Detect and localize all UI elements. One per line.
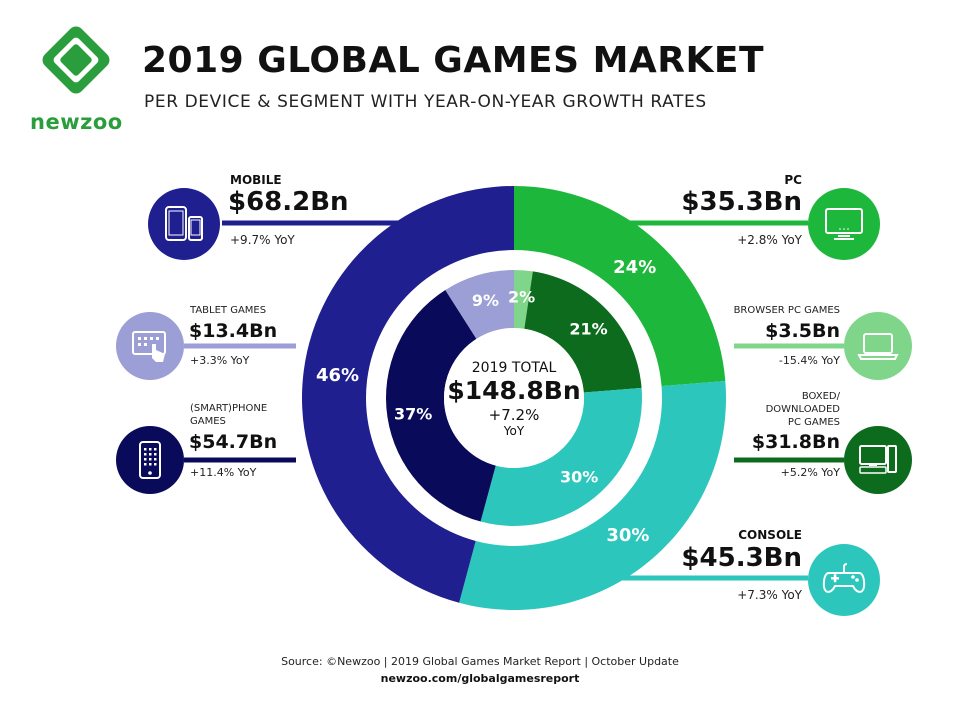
source-note: Source: ©Newzoo | 2019 Global Games Mark… (281, 655, 679, 668)
desktop-pc-icon (844, 426, 912, 494)
inner-slice-boxed-downloaded-pc-games (524, 271, 642, 393)
smartphone-growth: +11.4% YoY (190, 466, 257, 479)
outer-slice-mobile (302, 186, 514, 603)
brand-name: newzoo (30, 110, 123, 134)
boxed-pc-label-line2: DOWNLOADED (765, 404, 840, 415)
page-subtitle: PER DEVICE & SEGMENT WITH YEAR-ON-YEAR G… (144, 92, 707, 112)
browser-pc-label: BROWSER PC GAMES (733, 305, 840, 316)
outer-percent-label-pc: 24% (613, 257, 656, 278)
inner-percent-label-boxed-downloaded-pc-games: 21% (569, 319, 607, 338)
inner-slice-tablet-games (445, 270, 514, 339)
smartphone-label-line1: (SMART)PHONE (190, 403, 268, 414)
center-total: 2019 TOTAL $148.8Bn +7.2% YoY (434, 360, 594, 438)
mobile-label: MOBILE (230, 173, 282, 187)
pc-value: $35.3Bn (681, 187, 802, 217)
boxed-pc-value: $31.8Bn (751, 431, 840, 453)
console-growth: +7.3% YoY (737, 588, 802, 602)
tablet-label: TABLET GAMES (190, 305, 267, 316)
outer-ring (302, 186, 726, 610)
monitor-icon (808, 188, 880, 260)
mobile-value: $68.2Bn (228, 187, 349, 217)
tablet-growth: +3.3% YoY (190, 354, 250, 367)
center-hole (444, 328, 584, 468)
inner-percent-label-smart-phone-games: 37% (394, 404, 432, 423)
outer-percent-label-mobile: 46% (316, 365, 359, 386)
smartphone-value: $54.7Bn (189, 431, 278, 453)
boxed-pc-label-line3: PC GAMES (787, 417, 840, 428)
console-label: CONSOLE (738, 528, 802, 542)
center-growth: +7.2% (488, 406, 540, 424)
page-title: 2019 GLOBAL GAMES MARKET (142, 40, 765, 81)
inner-slice-smart-phone-games (385, 289, 496, 522)
pc-label: PC (784, 173, 802, 187)
tablet-touch-icon (116, 312, 184, 380)
outer-slice-console (459, 381, 726, 610)
mobile-devices-icon (148, 188, 220, 260)
center-value: $148.8Bn (447, 376, 581, 405)
center-label: 2019 TOTAL (471, 360, 557, 376)
smartphone-label: (SMART)PHONE GAMES (190, 402, 267, 428)
center-growth-unit: YoY (503, 424, 525, 438)
smartphone-icon (116, 426, 184, 494)
laptop-icon (844, 312, 912, 380)
console-value: $45.3Bn (681, 543, 802, 573)
report-link[interactable]: newzoo.com/globalgamesreport (380, 672, 580, 685)
inner-slice-browser-pc-games (514, 270, 533, 329)
newzoo-logo-icon (42, 26, 110, 94)
boxed-pc-growth: +5.2% YoY (780, 466, 840, 479)
browser-pc-value: $3.5Bn (765, 320, 840, 342)
inner-percent-label-tablet-games: 9% (472, 291, 499, 310)
outer-percent-label-console: 30% (606, 525, 649, 546)
inner-ring (385, 270, 642, 527)
smartphone-label-line2: GAMES (190, 416, 226, 427)
inner-slice-console (480, 387, 642, 527)
gamepad-icon (808, 544, 880, 616)
inner-percent-label-console: 30% (560, 467, 598, 486)
boxed-pc-label-line1: BOXED/ (801, 391, 840, 402)
mobile-growth: +9.7% YoY (230, 233, 295, 247)
boxed-pc-label: BOXED/ DOWNLOADED PC GAMES (766, 390, 840, 429)
pc-growth: +2.8% YoY (737, 233, 802, 247)
outer-slice-pc (514, 186, 726, 387)
inner-percent-label-browser-pc-games: 2% (508, 287, 535, 306)
tablet-value: $13.4Bn (189, 320, 278, 342)
browser-pc-growth: -15.4% YoY (778, 354, 840, 367)
percent-labels: 24% 30% 46% 2% 21% 30% 37% 9% (316, 257, 656, 546)
